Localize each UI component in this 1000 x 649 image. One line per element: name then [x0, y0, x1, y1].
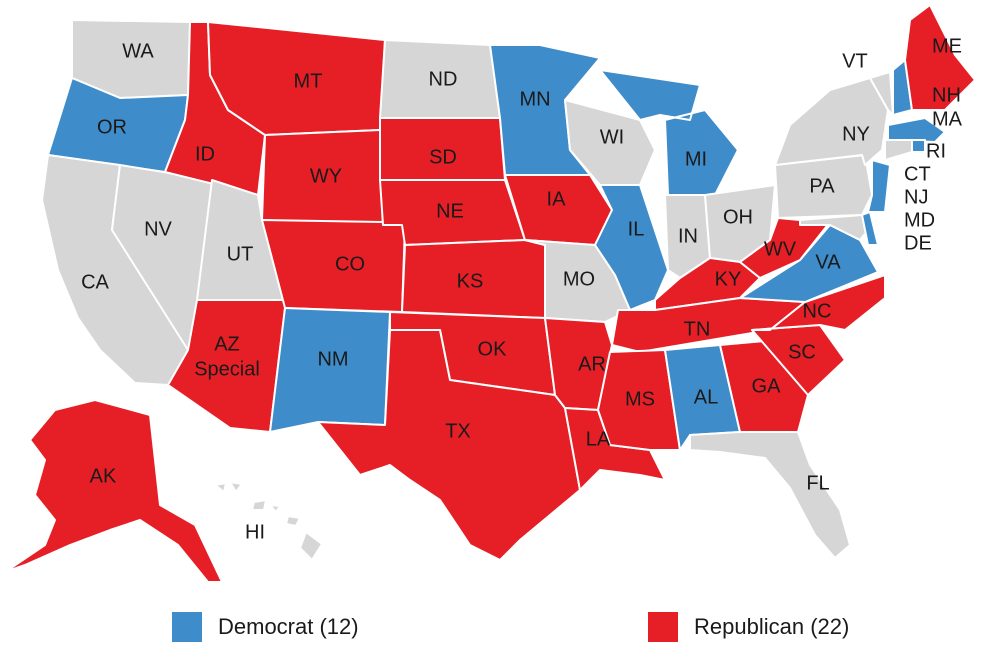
label-ma: MA	[932, 108, 963, 130]
label-me: ME	[932, 35, 962, 57]
state-ny[interactable]	[774, 77, 889, 166]
label-fl: FL	[806, 472, 829, 494]
label-sc: SC	[788, 341, 816, 363]
label-ia: IA	[547, 188, 567, 210]
label-md: MD	[904, 209, 935, 231]
label-al: AL	[694, 386, 718, 408]
label-ga: GA	[752, 375, 782, 397]
label-nm: NM	[317, 348, 348, 370]
label-la: LA	[586, 428, 611, 450]
label-mi: MI	[685, 148, 707, 170]
state-de[interactable]	[861, 211, 879, 246]
state-ct[interactable]	[884, 139, 913, 161]
label-ri: RI	[926, 140, 946, 162]
label-vt: VT	[842, 50, 868, 72]
label-ks: KS	[457, 270, 484, 292]
label-ok: OK	[478, 338, 508, 360]
label-ct: CT	[904, 163, 931, 185]
label-mo: MO	[563, 268, 595, 290]
label-az: AZ	[214, 333, 240, 355]
democrat-swatch	[172, 612, 202, 642]
label-nh: NH	[932, 84, 961, 106]
legend-democrat: Democrat (12)	[172, 612, 359, 642]
label-ut: UT	[227, 243, 254, 265]
label-in: IN	[678, 225, 698, 247]
state-ma[interactable]	[887, 117, 946, 143]
label-ar: AR	[578, 353, 606, 375]
label-nd: ND	[429, 68, 458, 90]
label-mt: MT	[294, 70, 323, 92]
label-nj: NJ	[904, 186, 928, 208]
label-co: CO	[335, 253, 365, 275]
label-ny: NY	[842, 123, 870, 145]
label-wv: WV	[764, 238, 797, 260]
state-fl[interactable]	[689, 431, 851, 559]
label-ne: NE	[436, 200, 464, 222]
label-nc: NC	[803, 300, 832, 322]
label-oh: OH	[723, 206, 753, 228]
state-hi[interactable]	[214, 481, 323, 561]
us-senate-map: WA OR CA NV ID MT WY UT AZ Special CO NM…	[4, 4, 976, 583]
label-tx: TX	[445, 420, 471, 442]
label-wi: WI	[600, 126, 624, 148]
democrat-legend-label: Democrat (12)	[218, 614, 359, 639]
label-wa: WA	[122, 40, 154, 62]
label-ca: CA	[81, 271, 109, 293]
label-il: IL	[628, 218, 645, 240]
republican-legend-label: Republican (22)	[694, 614, 850, 639]
label-sd: SD	[429, 146, 457, 168]
state-ak[interactable]	[4, 399, 223, 583]
republican-swatch	[648, 612, 678, 642]
label-or: OR	[97, 116, 127, 138]
label-ak: AK	[90, 465, 117, 487]
state-me[interactable]	[904, 4, 976, 111]
label-mn: MN	[519, 88, 550, 110]
label-va: VA	[815, 251, 841, 273]
state-tx[interactable]	[317, 329, 581, 561]
label-pa: PA	[809, 175, 835, 197]
label-hi: HI	[245, 521, 265, 543]
label-ky: KY	[715, 268, 742, 290]
label-ms: MS	[625, 388, 655, 410]
legend-republican: Republican (22)	[648, 612, 849, 642]
label-nv: NV	[144, 218, 172, 240]
label-wy: WY	[310, 165, 342, 187]
label-id: ID	[195, 143, 215, 165]
label-de: DE	[904, 232, 932, 254]
state-ri[interactable]	[911, 139, 926, 153]
state-mi[interactable]	[599, 69, 739, 196]
state-nj[interactable]	[867, 159, 891, 213]
state-co[interactable]	[261, 219, 406, 313]
label-az-special: Special	[194, 358, 260, 380]
label-tn: TN	[684, 318, 711, 340]
